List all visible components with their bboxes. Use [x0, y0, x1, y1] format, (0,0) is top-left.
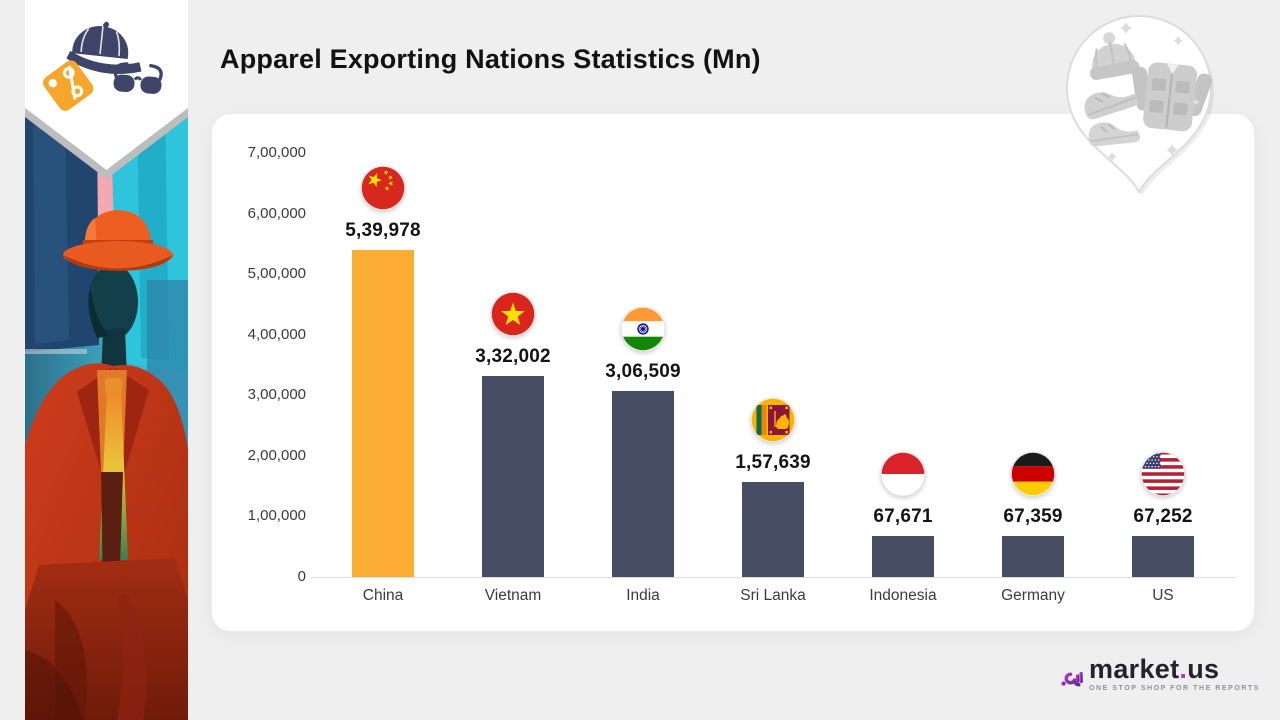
pin-shape	[1065, 15, 1214, 196]
bar-india	[612, 391, 674, 577]
chart-column-us: 67,252 US	[1098, 153, 1228, 604]
sparkle-icon	[1107, 22, 1200, 162]
chart-column-sri-lanka: 1,57,639 Sri Lanka	[708, 153, 838, 604]
logo-text-us: us	[1187, 654, 1220, 684]
y-tick-label: 1,00,000	[247, 507, 306, 525]
value-label-indonesia: 67,671	[873, 506, 933, 527]
sneaker-icon	[1088, 122, 1140, 147]
value-label-india: 3,06,509	[605, 361, 681, 382]
value-label-sri-lanka: 1,57,639	[735, 452, 811, 473]
sunglasses-icon	[113, 62, 163, 94]
bar-sri-lanka	[742, 482, 804, 577]
sri-lanka-flag-icon	[750, 397, 796, 443]
y-axis: 7,00,000 6,00,000 5,00,000 4,00,000 3,00,000…	[212, 114, 306, 631]
category-label-china: China	[362, 587, 404, 604]
beanie-icon	[1090, 32, 1140, 80]
indonesia-flag-icon	[880, 451, 926, 497]
y-tick-label: 2,00,000	[247, 446, 306, 464]
brand-chevron-badge	[25, 0, 188, 185]
category-label-india: India	[626, 587, 660, 604]
bar-us	[1132, 536, 1194, 577]
logo-text-dot: .	[1179, 654, 1188, 684]
y-tick-label: 6,00,000	[247, 204, 306, 222]
sneaker-icon	[1084, 92, 1139, 120]
logo-tagline: ONE STOP SHOP FOR THE REPORTS	[1089, 685, 1260, 692]
bar-vietnam	[482, 376, 544, 577]
germany-flag-icon	[1010, 451, 1056, 497]
chevron-shape	[25, 0, 188, 179]
chart-column-china: 5,39,978 China	[318, 153, 448, 604]
chart-column-indonesia: 67,671 Indonesia	[838, 153, 968, 604]
y-tick-label: 3,00,000	[247, 386, 306, 404]
category-label-sri-lanka: Sri Lanka	[740, 587, 806, 604]
value-label-germany: 67,359	[1003, 506, 1063, 527]
y-tick-label: 7,00,000	[247, 144, 306, 161]
india-flag-icon	[620, 306, 666, 352]
apparel-pin-badge	[1060, 6, 1220, 198]
category-label-germany: Germany	[1001, 587, 1065, 604]
logo-text-market: market	[1089, 654, 1180, 684]
bar-chart-card: 7,00,000 6,00,000 5,00,000 4,00,000 3,00,000…	[211, 113, 1255, 632]
y-tick-label: 0	[297, 567, 306, 585]
category-label-us: US	[1152, 587, 1174, 604]
value-label-us: 67,252	[1133, 506, 1193, 527]
chart-column-india: 3,06,509 India	[578, 153, 708, 604]
y-tick-label: 5,00,000	[247, 265, 306, 283]
bar-china	[352, 250, 414, 577]
vietnam-flag-icon	[490, 291, 536, 337]
y-tick-label: 4,00,000	[247, 325, 306, 343]
chart-column-vietnam: 3,32,002 Vietnam	[448, 153, 578, 604]
bar-indonesia	[872, 536, 934, 577]
us-flag-icon	[1140, 451, 1186, 497]
page-title: Apparel Exporting Nations Statistics (Mn…	[220, 44, 761, 74]
baseball-cap-icon	[66, 21, 142, 74]
plot-area: 5,39,978 China 3,32,002 Vietnam 3,06,509 Indi…	[311, 153, 1236, 604]
marketus-logo-icon	[1061, 671, 1083, 687]
logo-wordmark: market.us	[1089, 654, 1260, 684]
bar-germany	[1002, 536, 1064, 577]
marketus-logo: market.us ONE STOP SHOP FOR THE REPORTS	[1060, 654, 1260, 706]
chart-column-germany: 67,359 Germany	[968, 153, 1098, 604]
category-label-indonesia: Indonesia	[869, 587, 937, 604]
china-flag-icon	[360, 165, 406, 211]
value-label-vietnam: 3,32,002	[475, 346, 551, 367]
value-label-china: 5,39,978	[345, 220, 421, 241]
category-label-vietnam: Vietnam	[484, 587, 542, 604]
discount-tag-icon	[43, 60, 94, 111]
